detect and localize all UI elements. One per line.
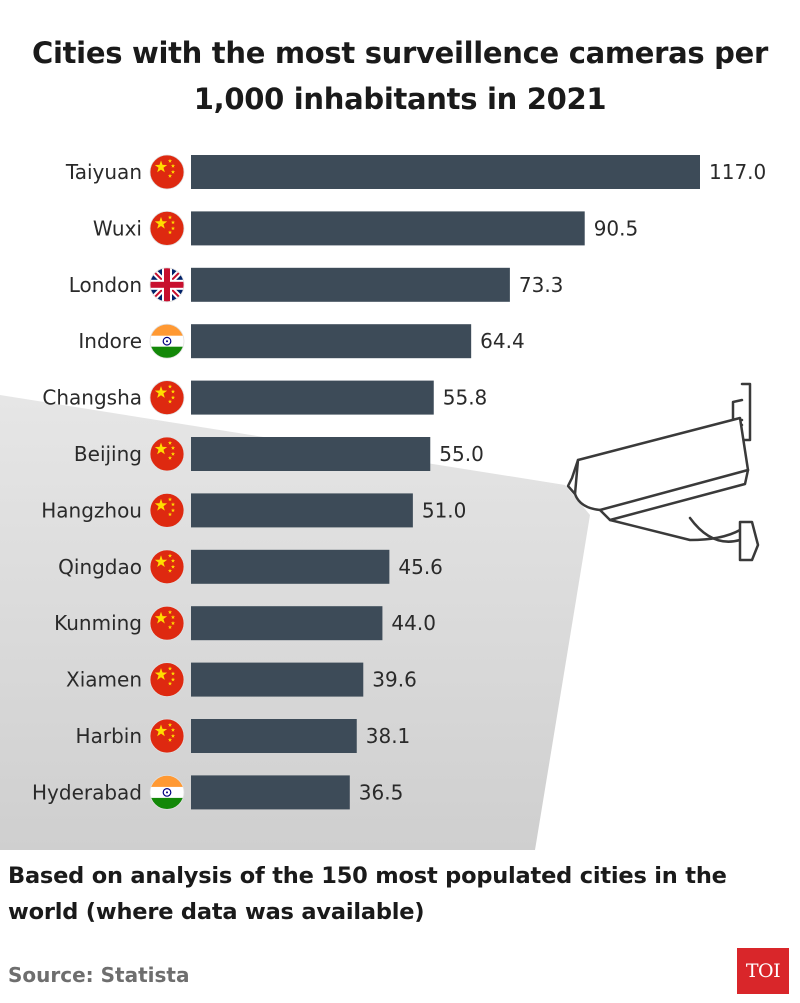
value-label: 51.0 bbox=[422, 498, 467, 522]
value-label: 45.6 bbox=[398, 555, 443, 579]
category-label: Harbin bbox=[76, 724, 142, 748]
category-label: Wuxi bbox=[93, 216, 142, 240]
chart-title-line-1: Cities with the most surveillence camera… bbox=[32, 36, 768, 70]
bar-hyderabad bbox=[191, 775, 350, 810]
china-flag-icon-9 bbox=[149, 662, 185, 697]
bar-kunming bbox=[191, 606, 383, 641]
category-label: Changsha bbox=[42, 386, 142, 410]
category-label: Kunming bbox=[54, 611, 142, 635]
bar-hangzhou bbox=[191, 493, 413, 528]
value-label: 73.3 bbox=[519, 273, 564, 297]
chart-title: Cities with the most surveillence camera… bbox=[0, 30, 800, 122]
china-flag-icon-5 bbox=[149, 436, 185, 472]
value-label: 44.0 bbox=[391, 611, 436, 635]
bar-london bbox=[191, 267, 510, 302]
china-flag-icon-4 bbox=[149, 380, 185, 416]
value-label: 117.0 bbox=[709, 160, 766, 184]
bar-harbin bbox=[191, 719, 357, 753]
bar-beijing bbox=[191, 437, 431, 471]
china-flag-icon-10 bbox=[149, 718, 185, 754]
category-label: Hangzhou bbox=[41, 498, 142, 522]
india-flag-icon-3 bbox=[149, 323, 185, 359]
bar-qingdao bbox=[191, 549, 390, 584]
surveillance-camera-icon bbox=[566, 382, 760, 562]
bar-wuxi bbox=[191, 211, 585, 246]
india-flag-icon-11 bbox=[149, 775, 185, 810]
bar-chart: Taiyuan 117.0 Wuxi 90.5 London 73.3 Indore 64.4… bbox=[0, 154, 766, 850]
value-label: 39.6 bbox=[372, 668, 417, 692]
uk-flag-icon-2 bbox=[149, 267, 185, 303]
source-label: Source: Statista bbox=[8, 963, 190, 987]
category-label: Xiamen bbox=[66, 668, 142, 692]
footnote: Based on analysis of the 150 most popula… bbox=[8, 863, 727, 925]
value-label: 55.0 bbox=[439, 442, 484, 466]
china-flag-icon-6 bbox=[149, 492, 185, 528]
category-label: Beijing bbox=[74, 442, 142, 466]
china-flag-icon-7 bbox=[149, 549, 185, 585]
bar-xiamen bbox=[191, 662, 364, 697]
value-label: 36.5 bbox=[359, 780, 404, 804]
category-label: Indore bbox=[78, 329, 142, 353]
bar-taiyuan bbox=[191, 155, 700, 189]
category-label: Qingdao bbox=[58, 555, 142, 579]
category-label: Hyderabad bbox=[32, 780, 142, 804]
china-flag-icon-1 bbox=[149, 210, 185, 246]
value-label: 90.5 bbox=[594, 216, 639, 240]
category-label: Taiyuan bbox=[65, 160, 142, 184]
chart-title-line-2: 1,000 inhabitants in 2021 bbox=[193, 82, 607, 116]
china-flag-icon-0 bbox=[149, 154, 185, 190]
bar-changsha bbox=[191, 380, 434, 415]
china-flag-icon-8 bbox=[149, 605, 185, 641]
bar-indore bbox=[191, 324, 472, 359]
value-label: 38.1 bbox=[366, 724, 411, 748]
category-label: London bbox=[69, 273, 142, 297]
toi-logo: TOI bbox=[737, 948, 789, 994]
value-label: 64.4 bbox=[480, 329, 525, 353]
value-label: 55.8 bbox=[443, 386, 488, 410]
